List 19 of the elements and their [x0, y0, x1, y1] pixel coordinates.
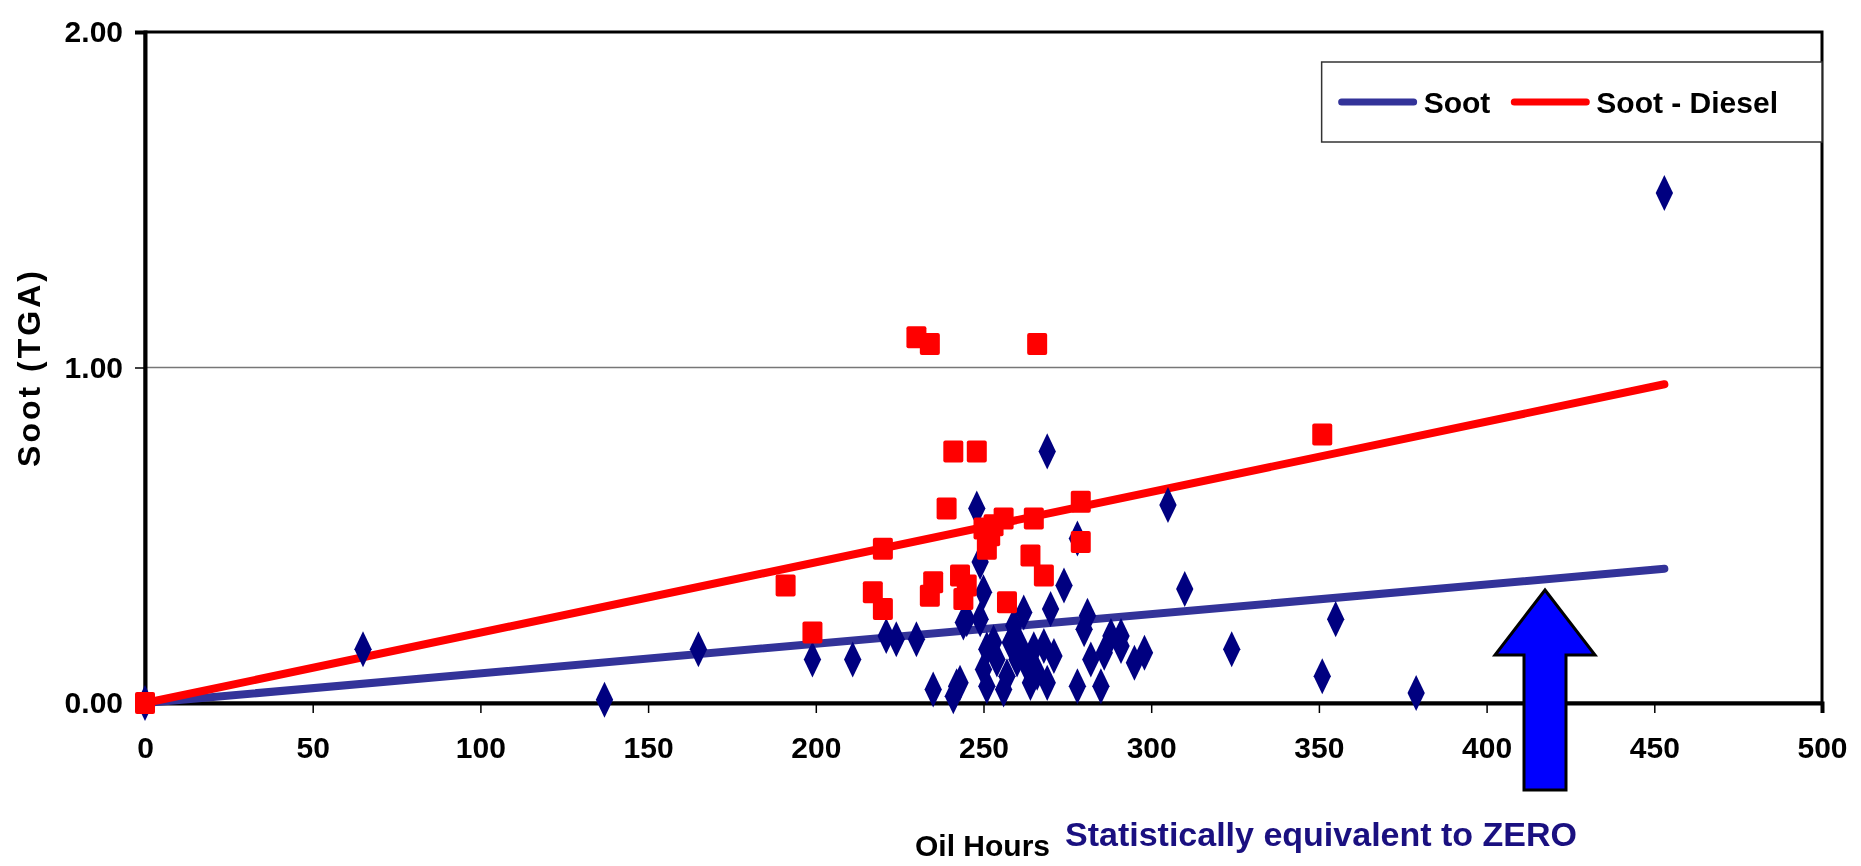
x-tick-label: 450 — [1629, 731, 1680, 765]
text: Statistically equivalent to ZERO — [1065, 815, 1578, 853]
y-tick-label: 2.00 — [64, 15, 123, 49]
x-tick-label: 200 — [791, 731, 842, 765]
x-tick-label: 150 — [623, 731, 674, 765]
y-tick-label: 0.00 — [64, 686, 123, 720]
y-tick-label: 1.00 — [64, 350, 123, 384]
x-tick-label: 0 — [137, 731, 154, 765]
x-tick-label: 350 — [1294, 731, 1345, 765]
x-tick-label: 100 — [455, 731, 506, 765]
x-axis-title: Oil Hours — [914, 829, 1050, 862]
y-axis-title: Soot (TGA) — [11, 268, 47, 467]
legend-label: Soot - Diesel — [1596, 86, 1778, 119]
x-tick-label: 300 — [1126, 731, 1177, 765]
x-tick-label: 400 — [1462, 731, 1513, 765]
x-tick-label: 250 — [958, 731, 1010, 765]
x-tick-label: 50 — [296, 731, 330, 765]
x-tick-label: 500 — [1797, 731, 1848, 765]
legend-label: Soot — [1423, 86, 1491, 119]
